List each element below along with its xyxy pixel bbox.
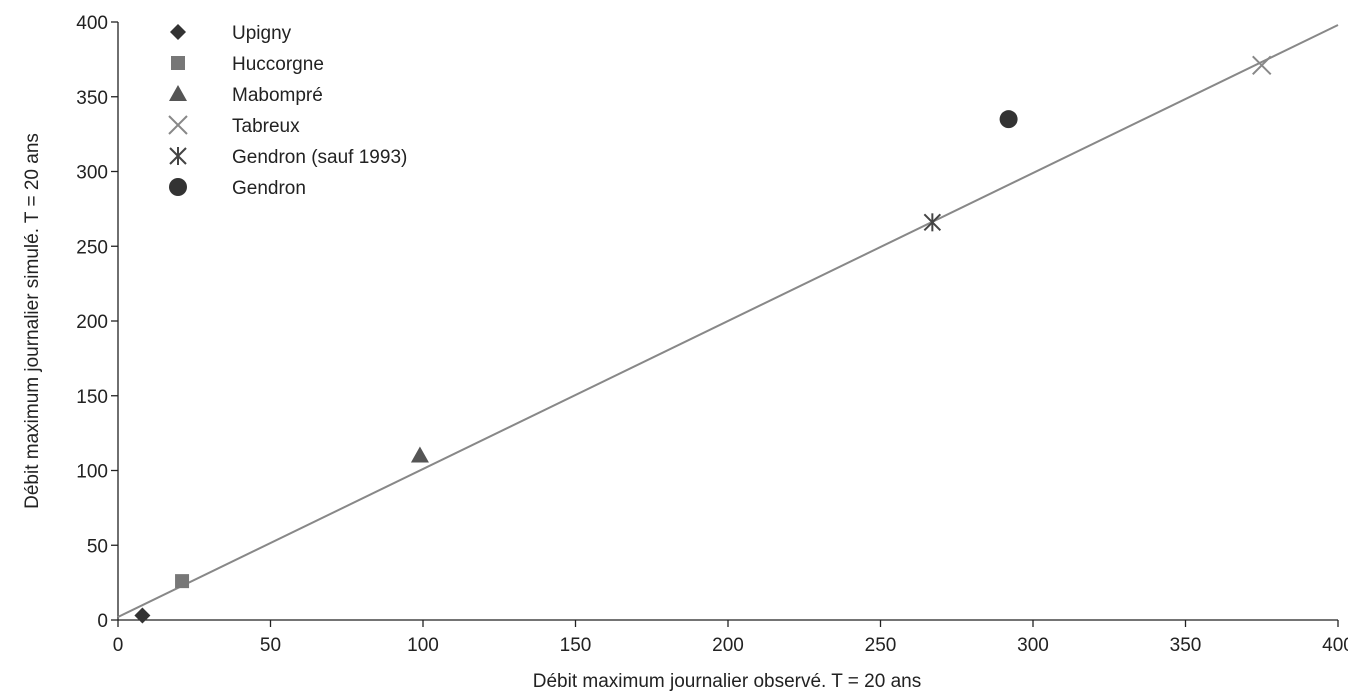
x-tick-label: 200 (712, 635, 744, 656)
x-tick-label: 100 (407, 635, 439, 656)
legend-label: Gendron (232, 178, 306, 199)
ticks: 0 50 100 150 200 250 300 350 400 0 50 100 150 200 250 3… (76, 13, 1348, 656)
legend: Upigny Huccorgne Mabompré Tabreux Gendron (s… (168, 23, 407, 199)
data-point (923, 213, 942, 232)
legend-item: Tabreux (168, 115, 300, 137)
data-point (999, 110, 1018, 129)
y-tick-label: 300 (76, 163, 108, 184)
y-axis-title: Débit maximum journalier simulé. T = 20 … (22, 133, 43, 509)
y-tick-label: 400 (76, 13, 108, 34)
reference-line (117, 24, 1339, 618)
x-axis-title: Débit maximum journalier observé. T = 20… (533, 671, 921, 692)
y-tick-label: 50 (87, 536, 108, 557)
data-point (410, 446, 429, 463)
x-tick-label: 400 (1322, 635, 1348, 656)
y-tick-label: 150 (76, 387, 108, 408)
legend-marker (170, 24, 186, 40)
legend-label: Gendron (sauf 1993) (232, 147, 407, 168)
x-tick-label: 50 (260, 635, 281, 656)
data-point (134, 607, 151, 624)
x-tick-label: 300 (1017, 635, 1049, 656)
legend-marker (169, 178, 187, 196)
x-tick-label: 150 (560, 635, 592, 656)
legend-item: Upigny (170, 23, 292, 44)
legend-item: Huccorgne (171, 54, 324, 75)
y-tick-label: 100 (76, 462, 108, 483)
legend-item: Gendron (169, 178, 306, 199)
x-tick-label: 350 (1170, 635, 1202, 656)
legend-item: Gendron (sauf 1993) (169, 147, 407, 168)
y-tick-label: 350 (76, 88, 108, 109)
x-tick-label: 250 (865, 635, 897, 656)
y-tick-label: 200 (76, 312, 108, 333)
legend-label: Tabreux (232, 116, 300, 137)
y-tick-label: 250 (76, 237, 108, 258)
legend-label: Huccorgne (232, 54, 324, 75)
legend-marker (169, 147, 187, 165)
data-points (134, 55, 1272, 624)
legend-label: Mabompré (232, 85, 323, 106)
x-tick-label: 0 (113, 635, 124, 656)
reference-line-group (117, 24, 1339, 618)
data-point (175, 574, 190, 589)
y-tick-label: 0 (97, 611, 108, 632)
data-point (1252, 55, 1272, 76)
legend-label: Upigny (232, 23, 292, 44)
legend-marker (169, 85, 187, 101)
legend-marker (168, 115, 188, 135)
legend-marker (171, 56, 185, 70)
legend-item: Mabompré (169, 85, 323, 106)
